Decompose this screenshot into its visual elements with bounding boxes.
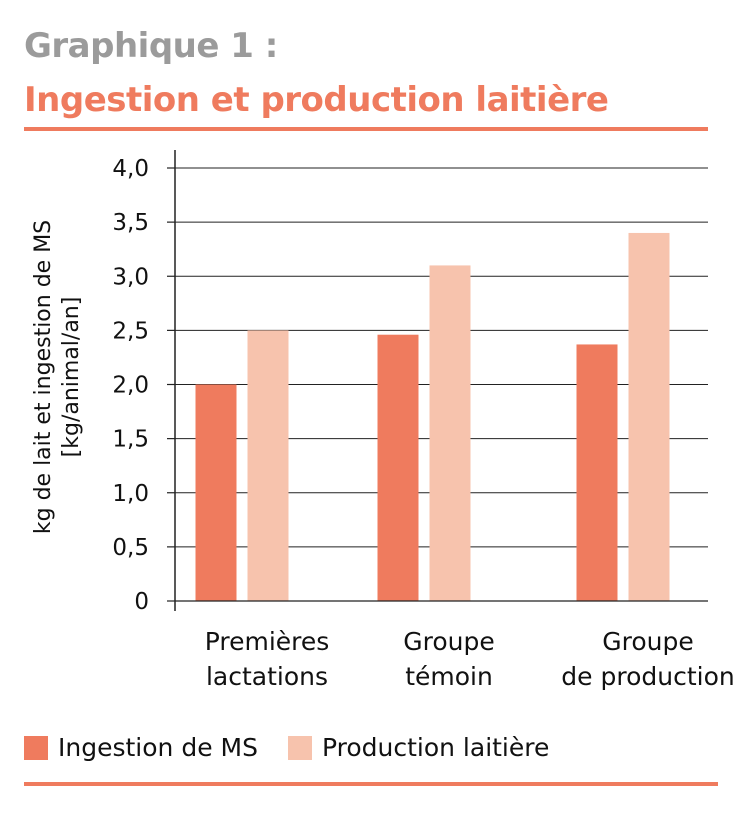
y-tick-label: 4,0 <box>112 156 149 182</box>
category-labels: Premières lactations Groupe témoin Groupe de … <box>205 627 735 691</box>
bottom-rule <box>24 782 718 786</box>
y-tick-labels: 0 0,5 1,0 1,5 2,0 2,5 3,0 3,5 4,0 <box>112 156 149 615</box>
bar <box>195 384 237 601</box>
category-label: lactations <box>206 662 328 691</box>
y-axis-title-line2: [kg/animal/an] <box>59 297 84 458</box>
category-label: Groupe <box>403 627 495 656</box>
y-tick-label: 2,0 <box>112 373 149 399</box>
bar <box>628 232 670 601</box>
y-tick-label: 1,0 <box>112 481 149 507</box>
y-axis-title: kg de lait et ingestion de MS [kg/animal… <box>31 220 84 534</box>
category-label: de production <box>561 662 734 691</box>
bar <box>429 265 471 601</box>
legend-label-production: Production laitière <box>321 733 550 762</box>
legend: Ingestion de MS Production laitière <box>24 733 579 762</box>
y-tick-label: 1,5 <box>112 427 149 453</box>
y-tick-label: 0 <box>134 589 149 615</box>
legend-label-ingestion: Ingestion de MS <box>58 733 258 762</box>
chart-title-line2: Ingestion et production laitière <box>24 80 609 120</box>
y-tick-label: 2,5 <box>112 318 149 344</box>
chart-title-line1: Graphique 1 : <box>24 26 278 66</box>
legend-swatch-ingestion <box>24 735 48 760</box>
y-axis-title-line1: kg de lait et ingestion de MS <box>31 220 56 534</box>
legend-item-production: Production laitière <box>287 733 550 762</box>
category-label: Premières <box>205 627 330 656</box>
axes <box>167 150 708 611</box>
y-tick-label: 3,5 <box>112 210 149 236</box>
bar <box>247 330 289 601</box>
category-label: témoin <box>405 662 493 691</box>
y-tick-label: 0,5 <box>112 535 149 561</box>
bar <box>377 334 419 601</box>
bar <box>576 344 618 601</box>
bars <box>195 232 670 601</box>
category-label: Groupe <box>602 627 694 656</box>
bar-chart: 0 0,5 1,0 1,5 2,0 2,5 3,0 3,5 4,0 Premières lacta… <box>31 150 735 691</box>
legend-swatch-production <box>287 735 312 760</box>
title-underline <box>24 127 708 131</box>
y-tick-label: 3,0 <box>112 264 149 290</box>
legend-item-ingestion: Ingestion de MS <box>24 733 258 762</box>
